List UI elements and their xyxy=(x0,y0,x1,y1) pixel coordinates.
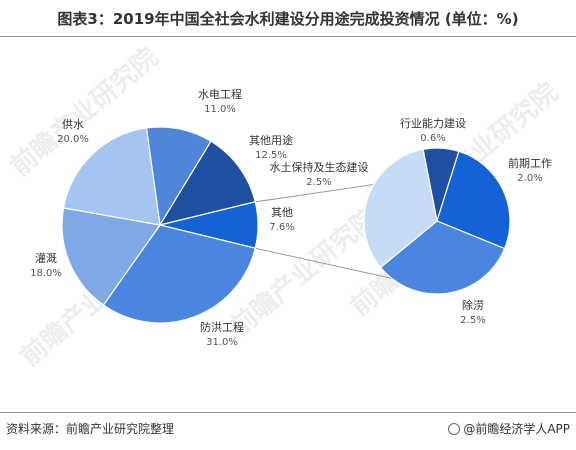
pie-slice xyxy=(379,220,506,295)
slice-value-label: 2.0% xyxy=(517,173,542,184)
slice-label: 供水 xyxy=(62,117,84,131)
connector-line xyxy=(255,247,393,280)
slice-label: 灌溉 xyxy=(35,252,57,265)
slice-value-label: 12.5% xyxy=(255,150,287,161)
slice-value-label: 31.0% xyxy=(206,337,238,348)
pie-slice xyxy=(436,150,511,250)
connector-lines xyxy=(255,184,393,280)
brand-logo-icon xyxy=(448,423,461,435)
slice-value-label: 20.0% xyxy=(57,134,89,145)
slice-label: 其他 xyxy=(271,206,293,219)
brand-text: @前瞻经济学人APP xyxy=(463,422,570,436)
slice-label: 水电工程 xyxy=(198,88,242,101)
pie-slice xyxy=(61,207,162,306)
slice-label: 前期工作 xyxy=(508,156,552,170)
slice-label: 防洪工程 xyxy=(200,320,244,334)
footer-divider xyxy=(0,412,576,413)
connector-line xyxy=(255,184,374,203)
slice-value-label: 11.0% xyxy=(204,104,236,115)
slice-value-label: 2.5% xyxy=(460,315,485,326)
pie-slice xyxy=(102,224,256,324)
slice-label: 水土保持及生态建设 xyxy=(270,160,369,174)
source-note: 资料来源：前瞻产业研究院整理 xyxy=(6,422,175,436)
chart-title: 图表3：2019年中国全社会水利建设分用途完成投资情况 (单位：%) xyxy=(57,10,519,28)
slice-value-label: 0.6% xyxy=(420,133,445,144)
pie-slice xyxy=(158,140,256,226)
pie-slice xyxy=(62,127,161,226)
brand-credit: @前瞻经济学人APP xyxy=(448,420,570,437)
pie-slice xyxy=(145,126,212,227)
main-pie xyxy=(61,126,259,324)
slice-labels: 水电工程 11.0% 其他用途 12.5% 其他 7.6% 防洪工程 31.0% 灌溉 18.0%… xyxy=(30,88,552,348)
slice-label: 行业能力建设 xyxy=(400,116,466,130)
slice-value-label: 7.6% xyxy=(269,222,294,233)
slice-label: 其他用途 xyxy=(249,133,293,147)
slice-value-label: 18.0% xyxy=(30,268,62,279)
secondary-pie xyxy=(363,147,511,295)
pie-slice xyxy=(363,148,438,269)
title-divider xyxy=(0,36,576,37)
pie-of-pie-chart: 前瞻产业研究院前瞻产业研究院前瞻产业研究院前瞻产业研究院前瞻产业研究院 水电工程… xyxy=(5,42,564,373)
slice-value-label: 2.5% xyxy=(306,177,331,188)
slice-label: 除涝 xyxy=(462,298,484,312)
